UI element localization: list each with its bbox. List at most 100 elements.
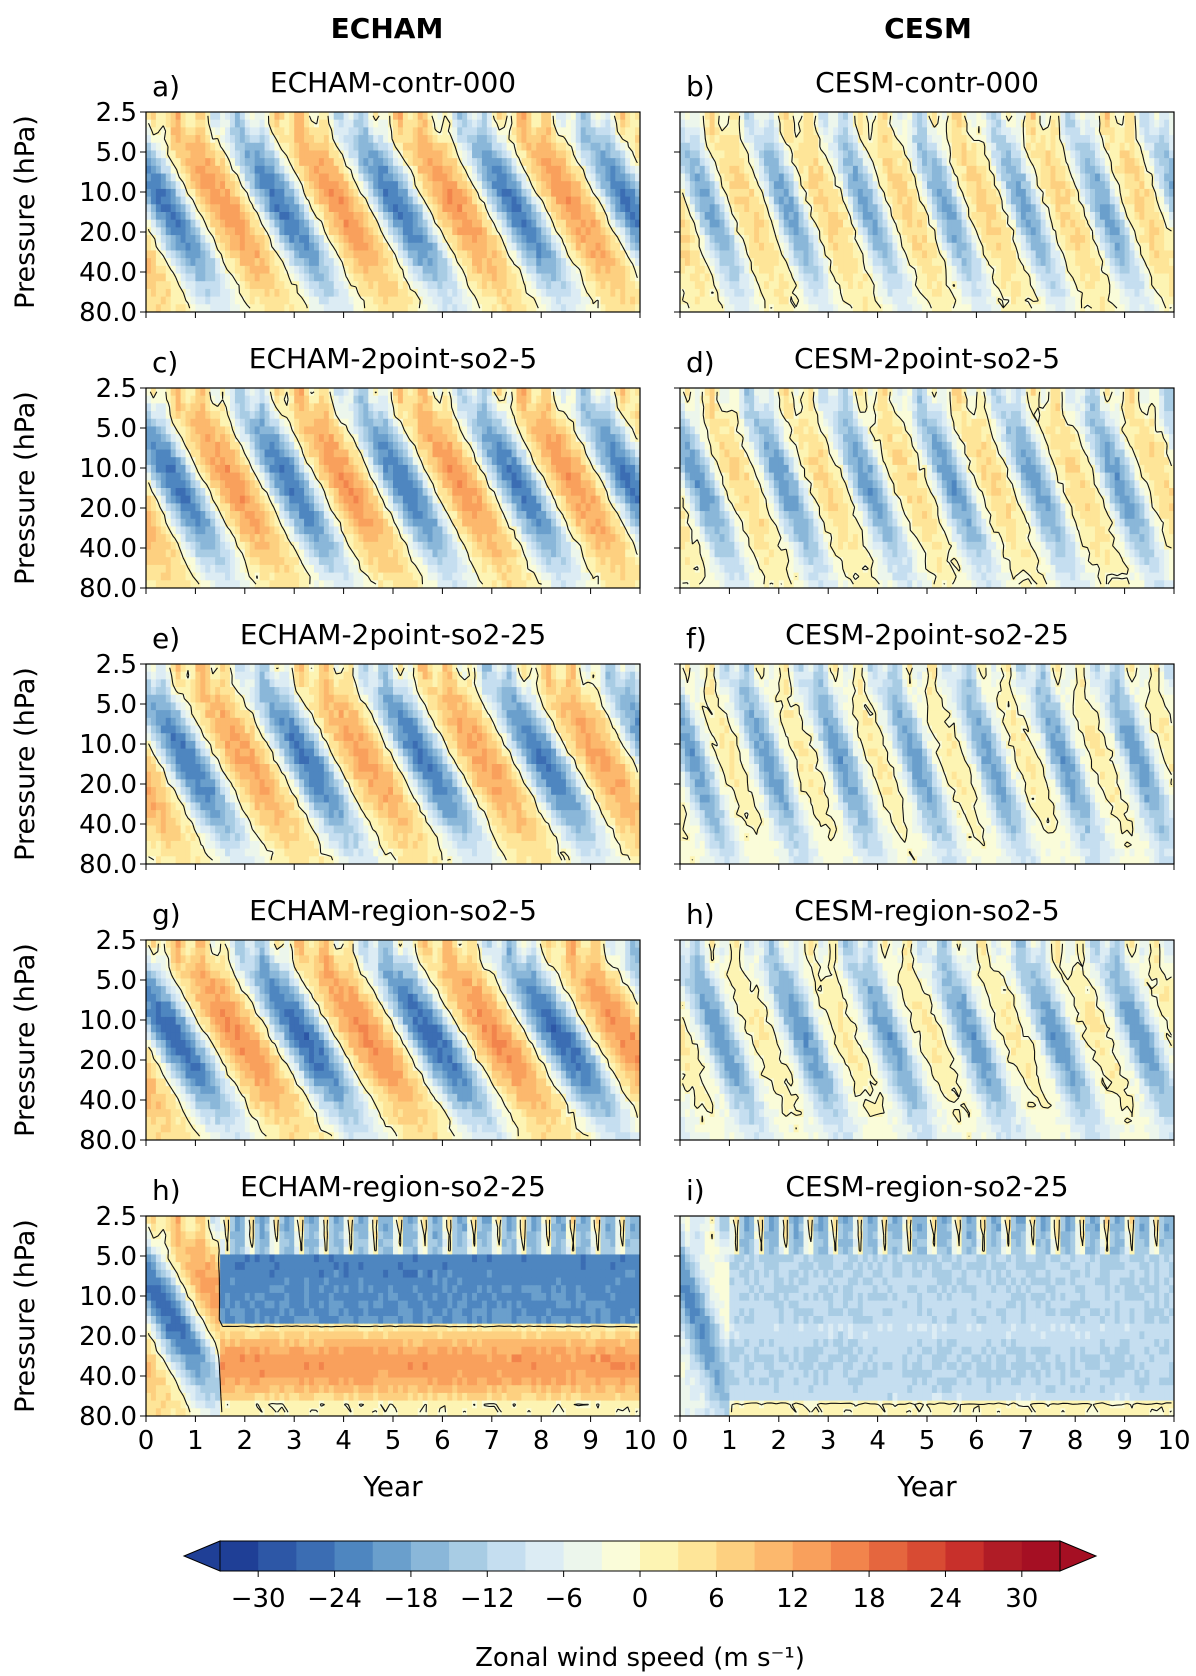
wind-cell <box>1060 119 1066 128</box>
wind-cell <box>447 296 453 305</box>
wind-cell <box>234 288 241 298</box>
wind-cell <box>343 165 350 175</box>
wind-cell <box>496 242 503 252</box>
wind-cell <box>1020 173 1027 182</box>
wind-cell <box>625 258 631 267</box>
wind-cell <box>1010 265 1017 275</box>
wind-cell <box>635 196 640 205</box>
wind-cell <box>472 273 478 282</box>
wind-cell <box>304 265 310 275</box>
wind-cell <box>788 135 795 144</box>
wind-cell <box>956 265 963 275</box>
wind-cell <box>976 158 982 167</box>
wind-cell <box>516 188 523 198</box>
wind-cell <box>828 127 834 136</box>
wind-cell <box>1060 150 1066 159</box>
wind-cell <box>798 173 805 182</box>
wind-cell <box>684 227 691 236</box>
wind-cell <box>936 181 943 190</box>
wind-cell <box>205 135 211 144</box>
wind-cell <box>897 119 903 128</box>
wind-cell <box>734 127 740 136</box>
wind-cell <box>165 288 172 298</box>
wind-cell <box>590 273 597 282</box>
wind-cell <box>220 112 226 121</box>
wind-cell <box>442 227 448 236</box>
wind-cell <box>363 119 369 128</box>
wind-cell <box>1080 219 1086 228</box>
wind-cell <box>397 304 404 312</box>
wind-cell <box>175 227 182 236</box>
wind-cell <box>368 204 374 213</box>
wind-cell <box>195 219 201 228</box>
wind-cell <box>274 296 280 305</box>
wind-cell <box>328 235 335 244</box>
wind-cell <box>813 204 819 213</box>
wind-cell <box>714 188 721 198</box>
wind-cell <box>299 204 305 213</box>
wind-cell <box>862 273 869 282</box>
wind-cell <box>234 181 241 190</box>
wind-cell <box>264 150 271 159</box>
wind-cell <box>788 281 795 290</box>
wind-cell <box>551 227 557 236</box>
wind-cell <box>838 258 844 267</box>
wind-cell <box>516 258 523 267</box>
wind-cell <box>783 212 790 221</box>
wind-cell <box>768 188 775 198</box>
wind-cell <box>991 250 997 259</box>
wind-cell <box>491 196 498 205</box>
wind-cell <box>328 196 335 205</box>
wind-cell <box>402 250 409 259</box>
wind-cell <box>165 265 172 275</box>
wind-cell <box>491 242 498 252</box>
wind-cell <box>966 281 973 290</box>
wind-cell <box>160 188 167 198</box>
wind-cell <box>180 258 187 267</box>
wind-cell <box>393 173 399 182</box>
wind-cell <box>956 181 963 190</box>
wind-cell <box>343 158 350 167</box>
wind-cell <box>630 196 636 205</box>
wind-cell <box>432 119 439 128</box>
wind-cell <box>734 119 740 128</box>
wind-cell <box>902 235 908 244</box>
wind-cell <box>625 281 631 290</box>
wind-cell <box>971 188 977 198</box>
wind-cell <box>264 181 271 190</box>
wind-cell <box>897 258 903 267</box>
wind-cell <box>788 258 795 267</box>
wind-cell <box>763 288 770 298</box>
wind-cell <box>768 250 775 259</box>
wind-cell <box>986 273 992 282</box>
wind-cell <box>432 281 439 290</box>
wind-cell <box>689 265 696 275</box>
wind-cell <box>1010 235 1017 244</box>
wind-cell <box>526 304 532 312</box>
wind-cell <box>486 165 493 175</box>
wind-cell <box>729 150 735 159</box>
wind-cell <box>838 181 844 190</box>
wind-cell <box>388 135 394 144</box>
wind-cell <box>1159 219 1165 228</box>
wind-cell <box>600 250 607 259</box>
wind-cell <box>294 212 300 221</box>
wind-cell <box>1035 119 1042 128</box>
wind-cell <box>823 250 829 259</box>
wind-cell <box>304 212 310 221</box>
wind-cell <box>1040 127 1047 136</box>
wind-cell <box>1144 265 1150 275</box>
wind-cell <box>205 265 211 275</box>
wind-cell <box>284 196 290 205</box>
wind-cell <box>1065 265 1071 275</box>
wind-cell <box>383 142 389 152</box>
wind-cell <box>1006 158 1012 167</box>
wind-cell <box>536 273 542 282</box>
wind-cell <box>200 288 206 298</box>
wind-cell <box>1154 204 1160 213</box>
wind-cell <box>570 250 577 259</box>
wind-cell <box>749 142 755 152</box>
wind-cell <box>551 265 557 275</box>
wind-cell <box>1129 227 1136 236</box>
wind-cell <box>299 281 305 290</box>
